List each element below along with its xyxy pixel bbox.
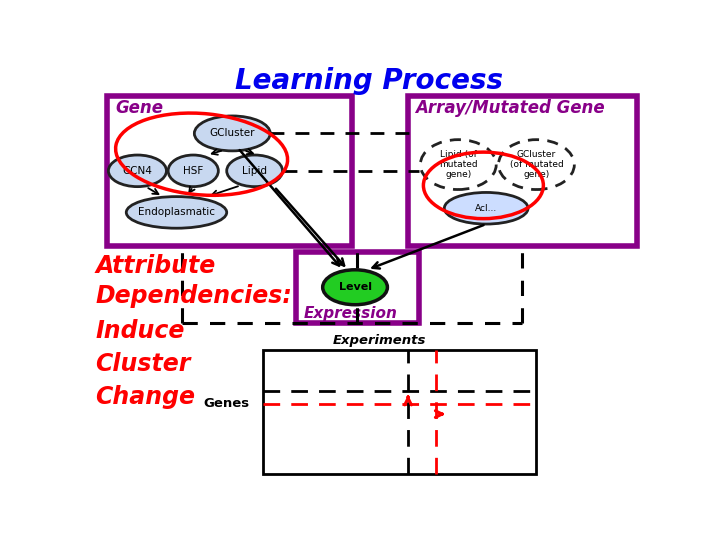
Text: HSF: HSF <box>183 166 203 176</box>
Ellipse shape <box>323 270 387 305</box>
Text: Experiments: Experiments <box>333 334 426 347</box>
Bar <box>263 349 536 474</box>
Text: Lipid: Lipid <box>242 166 267 176</box>
Ellipse shape <box>227 155 282 187</box>
Bar <box>107 96 352 246</box>
Text: Endoplasmatic: Endoplasmatic <box>138 207 215 218</box>
Text: Genes: Genes <box>203 397 249 410</box>
Text: Change: Change <box>96 386 196 409</box>
Ellipse shape <box>444 192 528 224</box>
Text: Level: Level <box>338 282 372 292</box>
Ellipse shape <box>109 155 166 187</box>
Text: GCluster
(of mutated
gene): GCluster (of mutated gene) <box>510 150 563 179</box>
Text: GCN4: GCN4 <box>122 166 153 176</box>
Text: Lipid (of
mutated
gene): Lipid (of mutated gene) <box>439 150 477 179</box>
Text: Learning Process: Learning Process <box>235 68 503 96</box>
Text: Induce: Induce <box>96 319 185 343</box>
Text: Expression: Expression <box>304 306 397 321</box>
Ellipse shape <box>420 140 496 190</box>
Bar <box>297 252 419 322</box>
Ellipse shape <box>168 155 218 187</box>
Text: GCluster: GCluster <box>210 129 255 138</box>
Text: Cluster: Cluster <box>96 352 191 376</box>
Bar <box>408 96 636 246</box>
Text: Gene: Gene <box>115 99 163 118</box>
Ellipse shape <box>498 140 575 190</box>
Text: Dependencies:: Dependencies: <box>96 284 292 308</box>
Text: Acl...: Acl... <box>475 204 498 213</box>
Ellipse shape <box>126 197 227 228</box>
Text: Array/Mutated Gene: Array/Mutated Gene <box>415 99 604 118</box>
Text: Attribute: Attribute <box>96 254 216 279</box>
Ellipse shape <box>194 116 270 151</box>
